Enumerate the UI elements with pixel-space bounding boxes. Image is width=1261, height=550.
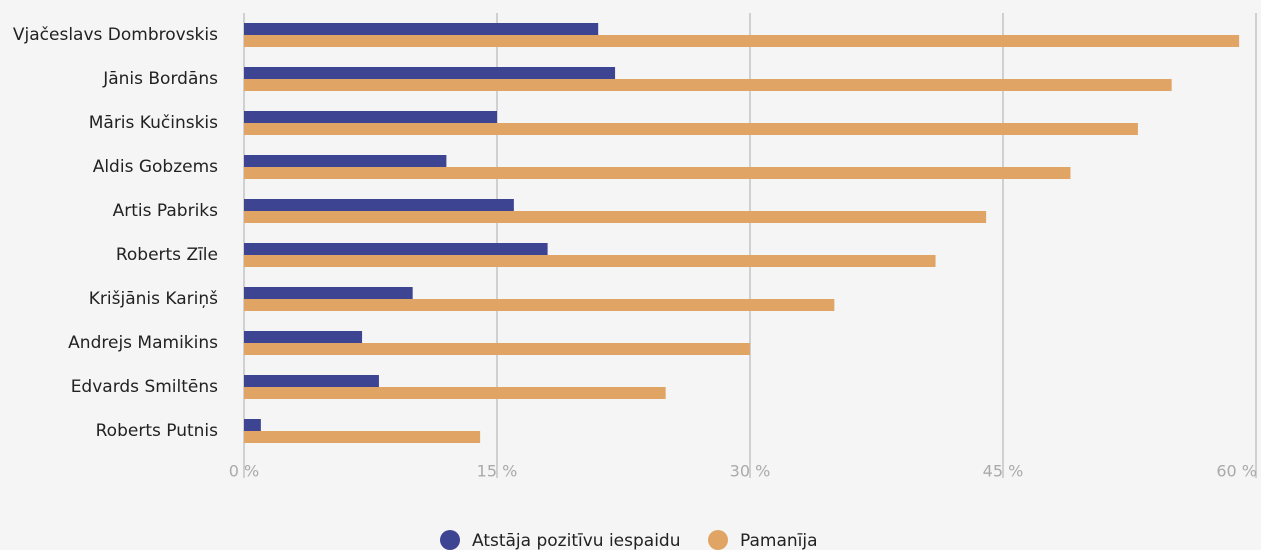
y-tick-label: Artis Pabriks (113, 201, 219, 221)
bar (244, 375, 379, 387)
legend-label: Atstāja pozitīvu iespaidu (472, 531, 680, 550)
bar (244, 243, 548, 255)
bar (244, 343, 750, 355)
bar (244, 387, 666, 399)
y-tick-label: Krišjānis Kariņš (89, 289, 218, 309)
x-tick-label: 30 % (730, 462, 771, 481)
bar (244, 35, 1240, 47)
bar (244, 111, 497, 123)
y-tick-label: Māris Kučinskis (89, 113, 218, 133)
y-tick-label: Andrejs Mamikins (68, 333, 218, 353)
x-tick-label: 0 % (229, 462, 259, 481)
bar (244, 211, 987, 223)
y-tick-label: Edvards Smiltēns (71, 377, 218, 397)
legend-swatch (708, 530, 728, 550)
y-tick-label: Roberts Zīle (116, 245, 218, 265)
bar (244, 79, 1172, 91)
bar (244, 23, 599, 35)
bar (244, 155, 447, 167)
y-tick-label: Aldis Gobzems (93, 157, 218, 177)
legend-swatch (440, 530, 460, 550)
bar (244, 123, 1138, 135)
legend-label: Pamanīja (740, 531, 818, 550)
y-tick-label: Jānis Bordāns (102, 69, 218, 89)
x-tick-label: 15 % (477, 462, 518, 481)
x-tick-label: 60 % (1216, 462, 1257, 481)
bar (244, 199, 514, 211)
bar (244, 255, 936, 267)
bar (244, 419, 261, 431)
y-tick-label: Vjačeslavs Dombrovskis (13, 25, 218, 45)
y-tick-label: Roberts Putnis (96, 421, 219, 441)
bar (244, 331, 363, 343)
bar (244, 431, 481, 443)
x-tick-label: 45 % (983, 462, 1024, 481)
bar (244, 167, 1071, 179)
bar (244, 67, 616, 79)
bar (244, 287, 413, 299)
bar (244, 299, 835, 311)
